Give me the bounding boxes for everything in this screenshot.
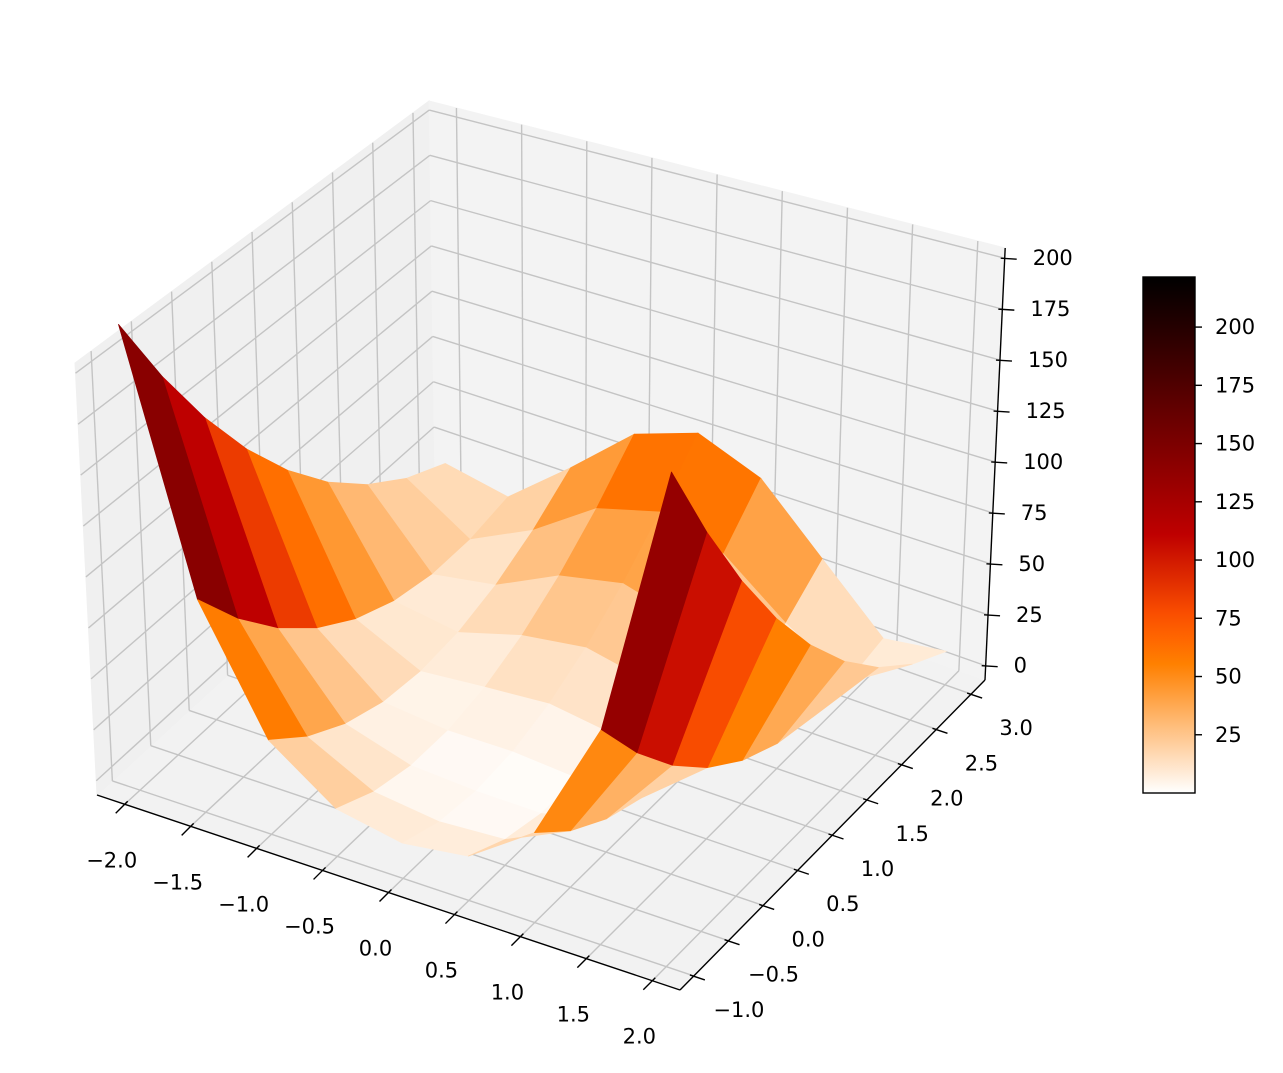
grid-line xyxy=(432,335,994,514)
grid-line xyxy=(372,142,382,535)
z-tick-label: 100 xyxy=(1023,450,1063,474)
tick-mark xyxy=(758,903,775,911)
tick-mark xyxy=(793,868,810,875)
x-tick-label: −0.5 xyxy=(284,914,335,938)
colorbar-tick-label: 200 xyxy=(1215,315,1255,339)
x-tick-label: 1.5 xyxy=(557,1003,590,1027)
grid-line xyxy=(455,107,462,495)
tick-mark xyxy=(444,911,458,925)
colorbar xyxy=(1142,276,1196,794)
tick-mark xyxy=(988,512,1005,515)
tick-mark xyxy=(724,939,740,946)
tick-mark xyxy=(986,563,1003,566)
x-tick-label: −2.0 xyxy=(86,848,137,872)
x-tick-label: 1.0 xyxy=(491,981,524,1005)
colorbar-tick-label: 125 xyxy=(1215,490,1255,514)
surface-facet xyxy=(600,471,708,754)
grid-line xyxy=(958,240,979,671)
grid-line xyxy=(833,207,849,627)
tick-mark xyxy=(828,833,844,840)
grid-line xyxy=(429,154,1003,310)
grid-line xyxy=(431,245,998,412)
tick-mark xyxy=(981,665,998,668)
tick-mark xyxy=(932,727,948,734)
x-tick-label: 2.0 xyxy=(623,1025,656,1049)
x-tick-label: 0.0 xyxy=(359,937,392,961)
tick-mark xyxy=(642,977,656,991)
tick-mark xyxy=(181,822,195,836)
z-tick-label: 125 xyxy=(1026,399,1066,423)
tick-mark xyxy=(379,889,392,902)
tick-mark xyxy=(995,359,1012,362)
x-tick-label: −1.0 xyxy=(218,892,269,916)
z-tick-label: 25 xyxy=(1016,603,1043,627)
grid-line xyxy=(82,245,432,527)
z-tick-label: 50 xyxy=(1018,552,1045,576)
grid-line xyxy=(80,200,432,476)
tick-mark xyxy=(247,844,261,858)
y-tick-label: 2.0 xyxy=(930,787,963,811)
tick-mark xyxy=(897,762,914,770)
tick-mark xyxy=(689,974,706,981)
y-tick-label: −1.0 xyxy=(713,998,764,1022)
grid-line xyxy=(430,199,1001,361)
tick-mark xyxy=(991,461,1008,464)
colorbar-tick-label: 50 xyxy=(1215,665,1242,689)
colorbar-tick-label: 25 xyxy=(1215,723,1242,747)
tick-mark xyxy=(862,798,879,805)
y-tick-label: 1.0 xyxy=(861,857,894,881)
tick-mark xyxy=(313,866,327,880)
colorbar-tick-label: 100 xyxy=(1215,548,1255,572)
y-tick-label: 0.0 xyxy=(791,927,824,951)
grid-line xyxy=(130,321,152,746)
tick-mark xyxy=(115,800,129,814)
z-tick-label: 150 xyxy=(1028,348,1068,372)
tick-mark xyxy=(998,308,1015,311)
grid-line xyxy=(429,109,1005,259)
y-tick-label: −0.5 xyxy=(748,963,799,987)
tick-mark xyxy=(576,955,590,969)
z-tick-label: 0 xyxy=(1014,654,1027,678)
y-tick-label: 0.5 xyxy=(826,892,859,916)
tick-mark xyxy=(984,614,1001,617)
colorbar-tick-label: 75 xyxy=(1215,606,1242,630)
z-tick-label: 175 xyxy=(1030,297,1070,321)
y-tick-label: 2.5 xyxy=(965,751,998,775)
grid-line xyxy=(520,124,525,517)
x-tick-label: 0.5 xyxy=(425,959,458,983)
tick-mark xyxy=(510,933,524,947)
grid-line xyxy=(895,224,914,649)
tick-mark xyxy=(966,692,983,699)
grid-line xyxy=(412,112,421,500)
x-tick-label: −1.5 xyxy=(152,870,203,894)
grid-line xyxy=(85,290,433,578)
grid-line xyxy=(431,290,996,463)
z-tick-label: 200 xyxy=(1033,246,1073,270)
z-tick-label: 75 xyxy=(1021,501,1048,525)
colorbar-tick-label: 150 xyxy=(1215,432,1255,456)
tick-mark xyxy=(993,410,1010,413)
y-tick-label: 3.0 xyxy=(999,716,1032,740)
grid-line xyxy=(90,351,114,781)
grid-line xyxy=(112,780,695,977)
y-tick-label: 1.5 xyxy=(895,822,928,846)
z-axis-line xyxy=(984,247,1006,681)
tick-mark xyxy=(1000,257,1017,260)
grid-line xyxy=(75,109,430,374)
colorbar-tick-label: 175 xyxy=(1215,373,1255,397)
